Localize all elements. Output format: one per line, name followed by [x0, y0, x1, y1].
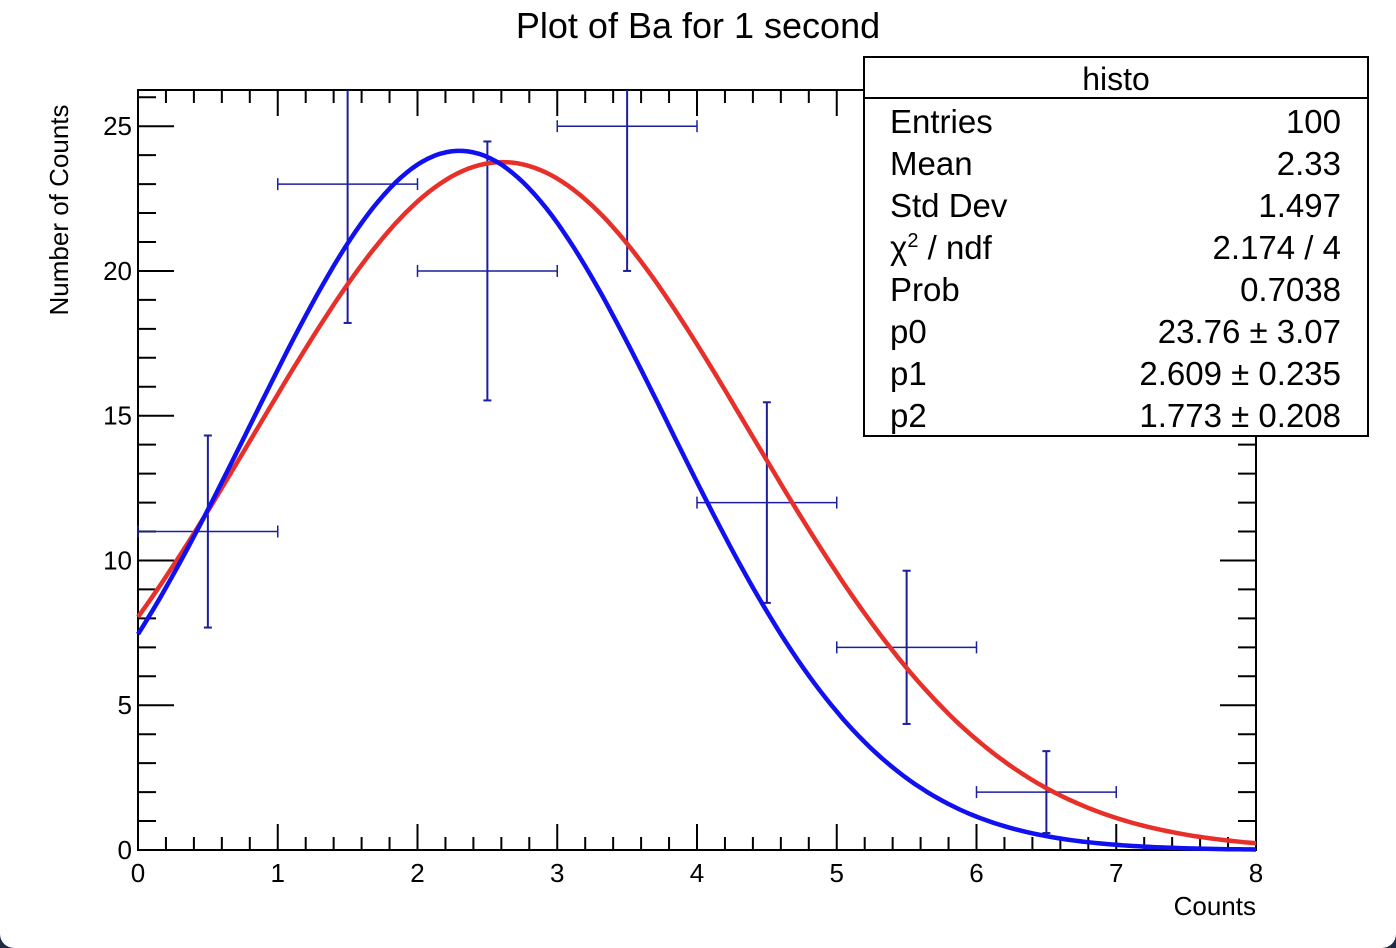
y-tick-label: 5 [118, 690, 132, 720]
stats-box: histo Entries 100 Mean 2.33 Std Dev 1.497 χ2 /… [863, 56, 1369, 437]
x-tick-labels: 0 1 2 3 4 5 6 7 8 [131, 858, 1263, 888]
x-tick-label: 0 [131, 858, 145, 888]
stats-row-label: p2 [890, 397, 927, 434]
fit-curve [136, 148, 1257, 852]
y-tick-label: 15 [103, 401, 132, 431]
x-tick-label: 1 [271, 858, 285, 888]
stats-row-label-superscript: 2 [907, 230, 918, 252]
fit-curve [136, 159, 1257, 846]
stats-box-title: histo [1082, 61, 1150, 97]
stats-row-value: 1.497 [1258, 187, 1341, 224]
stats-row-label: Prob [890, 271, 960, 308]
stats-row-label: Std Dev [890, 187, 1008, 224]
stats-rows: Entries 100 Mean 2.33 Std Dev 1.497 χ2 / ndf 2.… [890, 103, 1341, 434]
histogram-bin [416, 140, 558, 402]
x-tick-label: 7 [1109, 858, 1123, 888]
histogram-bin [696, 401, 838, 604]
stats-row-label: p0 [890, 313, 927, 350]
histogram-bin [975, 750, 1117, 835]
y-tick-label: 20 [103, 256, 132, 286]
y-tick-labels: 0 5 10 15 20 25 [103, 111, 132, 865]
stats-row-label-rest: / ndf [918, 229, 992, 266]
stats-row-label: χ2 / ndf [890, 229, 993, 266]
stats-row-label: Entries [890, 103, 993, 140]
x-tick-label: 6 [969, 858, 983, 888]
y-tick-label: 0 [118, 835, 132, 865]
x-tick-label: 2 [410, 858, 424, 888]
stats-row-value: 2.174 / 4 [1213, 229, 1341, 266]
x-tick-label: 3 [550, 858, 564, 888]
stats-row-value: 23.76 ± 3.07 [1158, 313, 1341, 350]
y-tick-label: 25 [103, 111, 132, 141]
stats-row-value: 100 [1286, 103, 1341, 140]
stats-row-value: 2.33 [1277, 145, 1341, 182]
x-tick-label: 4 [690, 858, 704, 888]
stats-box-frame [863, 56, 1369, 437]
y-tick-label: 10 [103, 545, 132, 575]
fit-curves [136, 148, 1257, 852]
x-tick-label: 8 [1249, 858, 1263, 888]
x-tick-label: 5 [830, 858, 844, 888]
stats-row-value: 1.773 ± 0.208 [1139, 397, 1341, 434]
histogram-bin [137, 434, 279, 629]
histogram-bin [836, 569, 978, 725]
x-axis-title: Counts [1174, 891, 1256, 921]
chart-title: Plot of Ba for 1 second [516, 5, 880, 46]
stats-row-value: 2.609 ± 0.235 [1139, 355, 1341, 392]
stats-row-label: p1 [890, 355, 927, 392]
y-axis-title: Number of Counts [44, 105, 74, 316]
stats-row-label: Mean [890, 145, 973, 182]
stats-row-value: 0.7038 [1240, 271, 1341, 308]
